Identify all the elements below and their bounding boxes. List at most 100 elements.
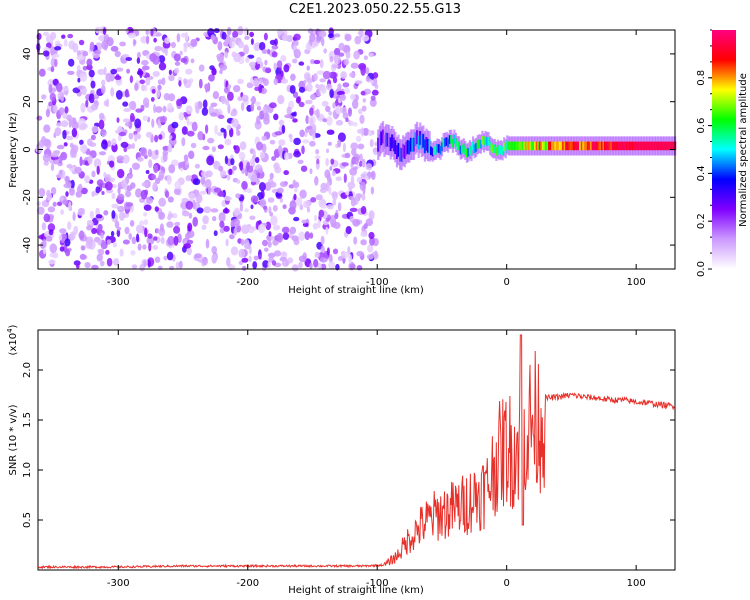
spectrogram-band-cell	[470, 147, 473, 156]
spectrogram-cell	[271, 51, 278, 58]
spectrogram-band-cell	[636, 141, 639, 151]
spectrogram-cell	[211, 253, 218, 264]
spectrogram-band-cell	[475, 143, 478, 152]
spectrogram-cell	[147, 259, 151, 268]
spectrogram-cell	[191, 121, 198, 132]
spectrogram-cell	[116, 155, 124, 161]
spectrogram-band-cell	[593, 141, 596, 151]
snr-y-scale: (x104)	[6, 324, 19, 355]
spectrogram-cell	[258, 253, 262, 260]
spectrogram-cell	[321, 100, 329, 107]
spectrogram-cell	[370, 95, 376, 101]
spectrogram-band-cell	[642, 141, 646, 151]
spectrogram-band-cell	[447, 138, 450, 148]
spectrogram-cell	[129, 220, 135, 227]
spectrogram-cell	[279, 197, 283, 203]
spectrogram-band-cell	[619, 141, 622, 151]
spectrogram-cell	[85, 240, 93, 249]
spectrogram-cell	[190, 38, 198, 47]
snr-marks	[37, 334, 676, 570]
snr-y-label: SNR (10 * v/v)	[8, 404, 19, 475]
spectrogram-cell	[271, 45, 279, 50]
spectrogram-cell	[268, 206, 272, 215]
spectrogram-cell	[137, 156, 144, 162]
spectrogram-cell	[171, 159, 179, 167]
spectrogram-band-cell	[472, 141, 475, 151]
spectrogram-cell	[289, 85, 296, 94]
spectrogram-cell	[119, 248, 124, 257]
spectrogram-cell	[361, 34, 370, 42]
spectrogram-cell	[224, 138, 232, 146]
spectrogram-cell	[231, 118, 239, 128]
spectrogram-band-cell	[610, 141, 613, 151]
spectrogram-band-cell	[468, 145, 472, 154]
spectrogram-band-cell	[622, 141, 625, 151]
spectrogram-band-cell	[414, 132, 417, 147]
spectrogram-cell	[276, 232, 284, 243]
spectrogram-cell	[117, 168, 125, 179]
spectrogram-cell	[272, 224, 281, 231]
snr-x-tick-label: -300	[107, 578, 130, 589]
spectrogram-cell	[360, 173, 367, 178]
spectrogram-cell	[205, 170, 213, 178]
spectrogram-y-label: Frequency (Hz)	[8, 112, 19, 188]
spectrogram-band-cell	[386, 132, 389, 147]
spectrogram-cell	[80, 104, 85, 110]
spectrogram-cell	[284, 152, 289, 161]
spectrogram-cell	[210, 34, 216, 41]
spectrogram-cell	[105, 72, 112, 83]
spectrogram-cell	[181, 126, 188, 135]
spectrogram-band-cell	[484, 136, 487, 145]
spectrogram-cell	[63, 142, 68, 147]
spectrogram-band-cell	[545, 141, 548, 151]
colorbar-tick-label: 0.0	[696, 261, 707, 277]
spectrogram-band-cell	[672, 141, 675, 151]
spectrogram-band-cell	[532, 141, 535, 151]
spectrogram-cell	[295, 197, 303, 207]
spectrogram-cell	[167, 144, 172, 153]
spectrogram-cell	[80, 245, 86, 251]
spectrogram-cell	[263, 32, 268, 41]
spectrogram-cell	[341, 251, 349, 259]
spectrogram-band-cell	[498, 146, 501, 155]
spectrogram-cell	[304, 231, 310, 241]
spectrogram-cell	[362, 98, 367, 103]
spectrogram-cell	[128, 120, 133, 129]
spectrogram-cell	[232, 30, 239, 38]
spectrogram-cell	[57, 201, 63, 207]
spectrogram-band-cell	[437, 144, 440, 153]
spectrogram-cell	[164, 48, 168, 56]
spectrogram-cell	[340, 106, 348, 114]
spectrogram-cell	[145, 131, 153, 138]
spectrogram-cell	[134, 118, 142, 129]
spectrogram-band-cell	[411, 138, 414, 152]
spectrogram-cell	[58, 234, 63, 241]
spectrogram-cell	[326, 116, 333, 126]
spectrogram-cell	[298, 101, 305, 108]
spectrogram-cell	[339, 94, 346, 101]
spectrogram-cell	[119, 211, 125, 221]
spectrogram-band-cell	[394, 140, 397, 154]
spectrogram-cell	[315, 194, 323, 201]
spectrogram-cell	[96, 165, 100, 175]
spectrogram-cell	[55, 122, 64, 127]
spectrogram-cell	[320, 86, 327, 94]
spectrogram-cell	[241, 102, 245, 111]
spectrogram-cell	[292, 179, 297, 188]
spectrogram-cell	[283, 170, 290, 176]
spectrogram-cell	[192, 216, 198, 227]
spectrogram-cell	[246, 188, 253, 194]
spectrogram-cell	[110, 45, 119, 52]
spectrogram-cell	[309, 140, 316, 147]
spectrogram-cell	[200, 170, 207, 177]
spectrogram-band-cell	[406, 140, 409, 154]
spectrogram-cell	[298, 86, 306, 93]
spectrogram-cell	[220, 170, 227, 178]
spectrogram-cell	[122, 239, 130, 245]
spectrogram-cell	[320, 204, 328, 209]
spectrogram-cell	[168, 135, 173, 140]
spectrogram-cell	[116, 117, 120, 123]
spectrogram-cell	[53, 53, 60, 58]
spectrogram-cell	[116, 206, 124, 211]
spectrogram-cell	[43, 160, 49, 166]
